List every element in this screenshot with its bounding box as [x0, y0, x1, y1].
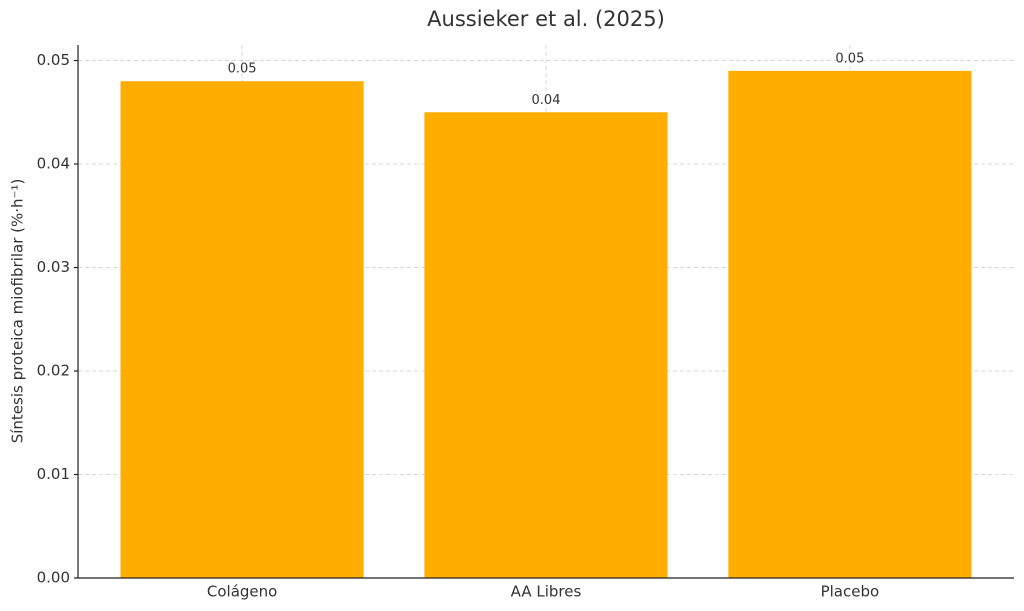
x-tick-label: Placebo	[821, 583, 880, 601]
value-label: 0.05	[835, 51, 864, 66]
x-tick-label: Colágeno	[207, 583, 277, 601]
bar	[424, 112, 668, 578]
value-label: 0.05	[228, 62, 257, 77]
y-tick-label: 0.00	[37, 569, 70, 587]
y-tick-label: 0.01	[37, 465, 70, 483]
y-tick-label: 0.04	[37, 155, 70, 173]
bar	[728, 70, 972, 579]
x-tick-label: AA Libres	[511, 583, 582, 601]
chart-title: Aussieker et al. (2025)	[427, 7, 665, 31]
bar	[120, 81, 364, 578]
y-tick-label: 0.05	[37, 51, 70, 69]
y-axis-label: Síntesis proteica miofibrilar (%·h⁻¹)	[9, 179, 27, 444]
y-tick-label: 0.03	[37, 258, 70, 276]
y-tick-label: 0.02	[37, 362, 70, 380]
value-label: 0.04	[532, 93, 561, 108]
